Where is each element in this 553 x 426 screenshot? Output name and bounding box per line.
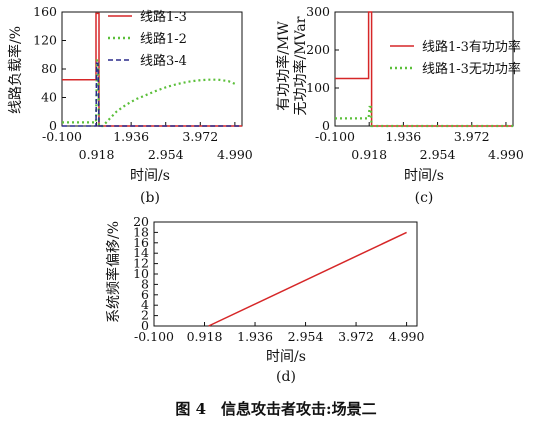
chart-c: 0 100 200 300 -0.100 1.936 3.972 0.918 2.954 4.99…: [275, 4, 524, 206]
panel-label: (d): [276, 369, 296, 385]
series-line-2: [335, 105, 513, 128]
y-axis-label-line: 无功功率/MVar: [292, 16, 309, 115]
x-tick-label: 3.972: [182, 129, 218, 144]
x-tick-label: 1.936: [237, 329, 273, 344]
y-tick-label: 16: [133, 235, 149, 250]
x-tick-label: 2.954: [420, 147, 456, 162]
panel-label: (c): [415, 190, 434, 206]
panel-label: (b): [140, 190, 160, 206]
y-axis-label: 系统频率偏移/%: [105, 221, 122, 323]
y-tick-label: 300: [306, 4, 330, 19]
y-tick-label: 6: [141, 287, 149, 302]
x-axis-label: 时间/s: [130, 168, 170, 184]
y-tick-label: 12: [133, 256, 149, 271]
y-tick-label: 10: [133, 266, 149, 281]
x-tick-label: 4.990: [217, 147, 253, 162]
y-tick-label: 0: [322, 118, 330, 133]
x-tick-label: 2.954: [288, 329, 324, 344]
y-tick-label: 120: [33, 33, 57, 48]
y-axis-label: 线路负载率/%: [7, 26, 24, 114]
y-tick-label: 4: [141, 297, 149, 312]
y-tick-label: 160: [33, 4, 57, 19]
y-tick-label: 0: [49, 118, 57, 133]
x-tick-label: 3.972: [454, 129, 490, 144]
legend-label: 线路1-3: [140, 9, 187, 25]
x-tick-label: -0.100: [134, 329, 174, 344]
y-axis-label-line: 系统频率偏移/%: [105, 221, 122, 323]
x-tick-label: 0.918: [351, 147, 387, 162]
y-tick-label: 8: [141, 276, 149, 291]
plot-frame: [61, 11, 243, 127]
x-tick-label: 0.918: [187, 329, 223, 344]
x-tick-label: 1.936: [385, 129, 421, 144]
y-tick-label: 0: [141, 318, 149, 333]
legend-label: 线路1-2: [140, 31, 187, 47]
series-line-1: [62, 12, 242, 127]
x-tick-label: 2.954: [148, 147, 184, 162]
x-tick-label: 3.972: [338, 329, 374, 344]
x-tick-label: 0.918: [79, 147, 115, 162]
y-tick-label: 20: [133, 214, 149, 229]
x-tick-label: 4.990: [488, 147, 524, 162]
y-tick-label: 80: [41, 61, 57, 76]
plot-frame: [153, 221, 418, 327]
y-tick-label: 40: [41, 90, 57, 105]
x-axis-label: 时间/s: [266, 349, 306, 365]
y-tick-label: 200: [306, 42, 330, 57]
y-axis-label-line: 有功功率/MW: [275, 21, 292, 111]
x-tick-label: -0.100: [315, 129, 355, 144]
y-axis-label-line: 线路负载率/%: [7, 26, 24, 114]
legend-label: 线路3-4: [140, 53, 187, 69]
x-tick-label: 4.990: [389, 329, 425, 344]
x-tick-label: 1.936: [113, 129, 149, 144]
figure-caption: 图 4 信息攻击者攻击:场景二: [175, 400, 376, 418]
y-tick-label: 2: [141, 308, 149, 323]
x-axis-label: 时间/s: [404, 168, 444, 184]
series-line-2: [62, 59, 238, 128]
series-line-1: [335, 11, 513, 127]
y-tick-label: 18: [133, 224, 149, 239]
y-tick-label: 14: [133, 245, 149, 260]
chart-b: 0 40 80 120 160 -0.100 1.936 3.972 0.918 2.954 4.9…: [7, 4, 253, 206]
series-line-1: [208, 231, 407, 327]
x-tick-label: -0.100: [42, 129, 82, 144]
y-tick-label: 100: [306, 80, 330, 95]
series-line-3: [62, 62, 242, 127]
legend-label: 线路1-3无功功率: [422, 61, 521, 77]
legend-label: 线路1-3有功功率: [422, 39, 521, 55]
y-axis-label: 有功功率/MW无功功率/MVar: [275, 16, 309, 115]
